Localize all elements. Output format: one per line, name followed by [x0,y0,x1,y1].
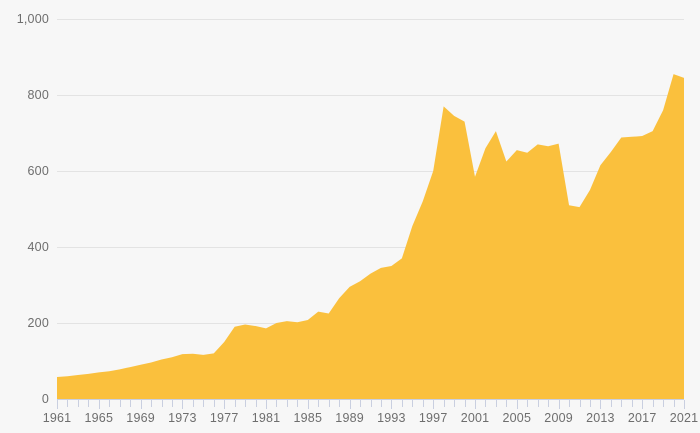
x-axis-tick-label: 1985 [293,411,323,425]
x-axis-tick-label: 2009 [544,411,573,425]
x-axis-tick [224,400,226,409]
x-axis-tick [349,400,351,409]
x-axis-tick [537,400,539,407]
x-axis-line [57,399,684,400]
x-axis-tick [684,400,685,409]
x-axis-tick [276,400,278,407]
x-axis-tick [422,400,424,407]
x-axis-tick [380,400,382,407]
y-axis-tick-label: 0 [41,392,49,406]
x-axis-tick [203,400,205,407]
x-axis-tick [151,400,153,407]
x-axis-tick-label: 2001 [460,411,490,425]
x-axis-tick [600,400,602,409]
y-axis-tick-label: 1,000 [16,12,49,26]
x-axis-tick [161,400,163,407]
x-axis-tick [454,400,456,407]
x-axis-tick-label: 2017 [627,411,657,425]
x-axis-tick-label: 1997 [418,411,448,425]
x-axis-tick [98,400,100,409]
x-axis-tick-label: 1981 [251,411,281,425]
x-axis-tick [412,400,414,407]
x-axis-tick [475,400,476,409]
x-axis-tick [642,400,644,409]
y-axis-tick-label: 600 [27,164,49,178]
x-axis-tick [245,400,247,407]
y-axis-tick-label: 400 [27,240,49,254]
x-axis-tick-label: 1977 [209,411,239,425]
x-axis-tick [140,400,142,409]
x-axis-tick [171,400,173,407]
gridline [57,171,684,172]
x-axis-tick-label: 1993 [377,411,406,425]
x-axis-tick [391,400,393,409]
x-axis-tick [673,400,675,407]
x-axis-tick [192,400,194,407]
x-axis-tick [213,400,215,407]
x-axis-tick [495,400,497,407]
x-axis-tick [558,400,560,409]
x-axis-tick-label: 2005 [502,411,532,425]
x-axis-tick [360,400,362,407]
x-axis-tick [506,400,508,407]
x-axis-tick [266,400,267,409]
x-axis-tick [370,400,372,407]
y-axis-tick-label: 800 [27,88,49,102]
x-axis-tick [88,400,90,407]
x-axis-tick-label: 1973 [168,411,197,425]
gridline [57,19,684,20]
x-axis-tick [569,400,571,407]
x-axis-tick [663,400,665,407]
x-axis-tick [401,400,403,407]
x-axis-tick [443,400,445,407]
x-axis-tick [67,400,69,407]
x-axis-tick [339,400,341,407]
x-axis-tick [527,400,529,407]
x-axis-tick [119,400,121,407]
x-axis-tick [234,400,236,407]
plot-area [57,19,684,399]
x-axis-tick [182,400,184,409]
x-axis-tick-label: 1969 [126,411,155,425]
x-axis-tick [57,400,58,409]
x-axis-tick [652,400,654,407]
x-axis-tick-label: 1965 [84,411,114,425]
x-axis-tick [631,400,633,407]
x-axis-tick-label: 2013 [586,411,615,425]
x-axis-tick [433,400,435,409]
x-axis-tick [130,400,132,407]
x-axis-tick [621,400,623,407]
y-axis-tick-label: 200 [27,316,49,330]
x-axis-tick-label: 1961 [42,411,72,425]
x-axis-tick [485,400,487,407]
x-axis-tick [77,400,79,407]
x-axis-tick [255,400,257,407]
gridline [57,95,684,96]
x-axis-tick [610,400,612,407]
area-series-path [57,74,684,399]
x-axis-tick [109,400,111,407]
x-axis-tick [318,400,320,407]
x-axis-tick [548,400,550,407]
x-axis-tick [589,400,591,407]
x-axis-tick [579,400,581,407]
area-series-svg [57,74,684,399]
x-axis-tick [464,400,466,407]
x-axis-tick [328,400,330,407]
x-axis-tick [307,400,309,409]
x-axis-tick [297,400,299,407]
x-axis-tick-label: 2021 [669,411,699,425]
x-axis-tick [516,400,518,409]
x-axis-tick-label: 1989 [335,411,364,425]
gridline [57,247,684,248]
x-axis-tick [286,400,288,407]
